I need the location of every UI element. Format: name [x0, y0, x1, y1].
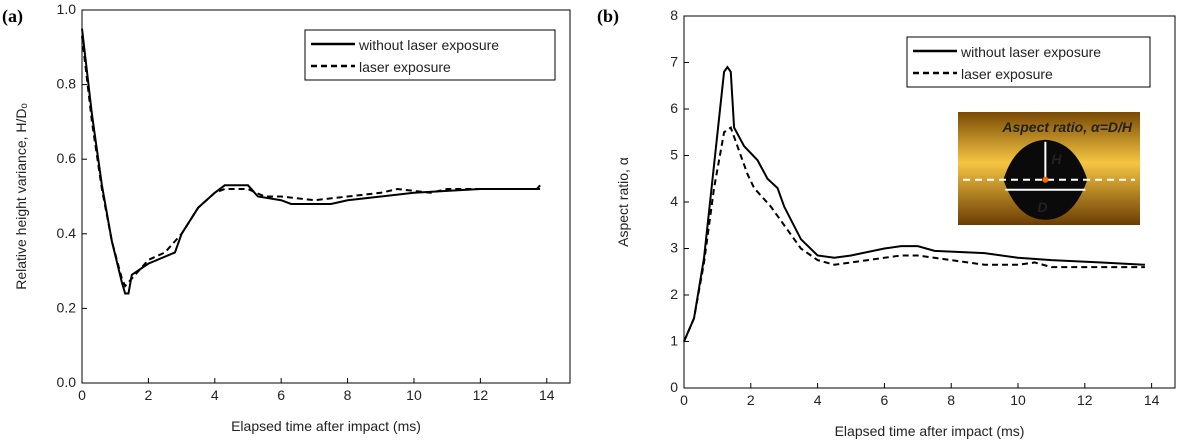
y-axis-label: Relative height variance, H/Dₒ — [13, 103, 29, 290]
x-tick-label: 6 — [881, 392, 889, 408]
series-line — [81, 35, 541, 288]
x-tick-label: 10 — [1010, 392, 1026, 408]
y-tick-label: 0.2 — [57, 299, 77, 315]
y-tick-label: 7 — [670, 54, 678, 70]
y-tick-label: 8 — [670, 7, 678, 23]
inset-label: H — [1051, 151, 1062, 167]
plot-frame — [81, 9, 571, 384]
y-tick-label: 0.8 — [57, 76, 77, 92]
laser-spot — [1042, 176, 1049, 183]
y-tick-label: 3 — [670, 240, 678, 256]
x-tick-label: 12 — [1077, 392, 1093, 408]
x-tick-label: 6 — [277, 387, 285, 403]
y-tick-label: 6 — [670, 100, 678, 116]
panel-label: (a) — [2, 6, 23, 27]
legend-label: without laser exposure — [960, 44, 1101, 60]
x-tick-label: 8 — [947, 392, 955, 408]
y-tick-label: 0.6 — [57, 150, 77, 166]
x-tick-label: 2 — [747, 392, 755, 408]
y-axis-label: Aspect ratio, α — [615, 157, 631, 247]
x-tick-label: 14 — [539, 387, 555, 403]
inset-title: Aspect ratio, α=D/H — [1001, 119, 1133, 135]
legend-box — [906, 36, 1151, 88]
y-tick-label: 0.4 — [57, 225, 77, 241]
x-tick-label: 8 — [344, 387, 352, 403]
x-tick-label: 2 — [144, 387, 152, 403]
legend-label: laser exposure — [961, 66, 1053, 82]
x-tick-label: 10 — [406, 387, 422, 403]
y-tick-label: 0 — [670, 379, 678, 395]
x-axis-label: Elapsed time after impact (ms) — [835, 423, 1025, 439]
x-tick-label: 0 — [78, 387, 86, 403]
legend-label: without laser exposure — [358, 37, 499, 53]
y-tick-label: 4 — [670, 193, 678, 209]
x-tick-label: 4 — [211, 387, 219, 403]
x-tick-label: 4 — [814, 392, 822, 408]
inset-label: D — [1037, 199, 1047, 215]
y-tick-label: 1 — [670, 333, 678, 349]
y-tick-label: 0.0 — [57, 374, 77, 390]
y-tick-label: 5 — [670, 147, 678, 163]
x-tick-label: 12 — [473, 387, 489, 403]
legend-label: laser exposure — [359, 59, 451, 75]
y-tick-label: 2 — [670, 286, 678, 302]
x-tick-label: 14 — [1144, 392, 1160, 408]
panel-label: (b) — [597, 6, 619, 27]
y-tick-label: 1.0 — [57, 1, 77, 17]
x-tick-label: 0 — [680, 392, 688, 408]
inset-image: Aspect ratio, α=D/H H D — [958, 112, 1140, 225]
series-line — [683, 126, 1145, 342]
series-line — [683, 65, 1145, 342]
x-axis-label: Elapsed time after impact (ms) — [231, 418, 421, 434]
legend-box — [304, 29, 556, 81]
